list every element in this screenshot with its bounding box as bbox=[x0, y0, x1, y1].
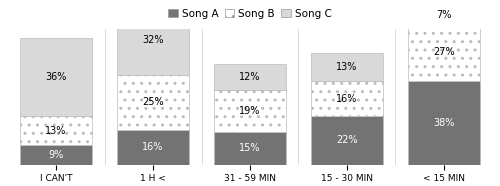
Text: 9%: 9% bbox=[48, 150, 64, 160]
Text: 25%: 25% bbox=[142, 97, 164, 107]
Bar bbox=[214, 132, 286, 164]
Bar bbox=[408, 81, 480, 164]
Text: 7%: 7% bbox=[436, 10, 452, 20]
Bar bbox=[408, 7, 480, 23]
Bar bbox=[20, 145, 92, 164]
Bar bbox=[116, 130, 190, 164]
Legend: Song A, Song B, Song C: Song A, Song B, Song C bbox=[164, 4, 336, 23]
Bar bbox=[310, 116, 384, 164]
Text: 36%: 36% bbox=[46, 72, 67, 82]
Bar bbox=[310, 53, 384, 81]
Text: 16%: 16% bbox=[336, 94, 357, 104]
Bar bbox=[20, 116, 92, 145]
Text: 16%: 16% bbox=[142, 142, 164, 152]
Text: 15%: 15% bbox=[240, 143, 261, 153]
Bar bbox=[116, 5, 190, 75]
Bar bbox=[310, 81, 384, 116]
Bar bbox=[214, 90, 286, 132]
Bar bbox=[214, 64, 286, 90]
Text: 32%: 32% bbox=[142, 35, 164, 45]
Bar bbox=[20, 38, 92, 116]
Text: 38%: 38% bbox=[433, 118, 454, 128]
Text: 22%: 22% bbox=[336, 135, 358, 145]
Text: 13%: 13% bbox=[46, 126, 67, 136]
Text: 12%: 12% bbox=[240, 72, 261, 82]
Bar bbox=[116, 75, 190, 130]
Bar bbox=[408, 23, 480, 81]
Text: 13%: 13% bbox=[336, 62, 357, 72]
Text: 27%: 27% bbox=[433, 47, 454, 57]
Text: 19%: 19% bbox=[240, 106, 260, 116]
